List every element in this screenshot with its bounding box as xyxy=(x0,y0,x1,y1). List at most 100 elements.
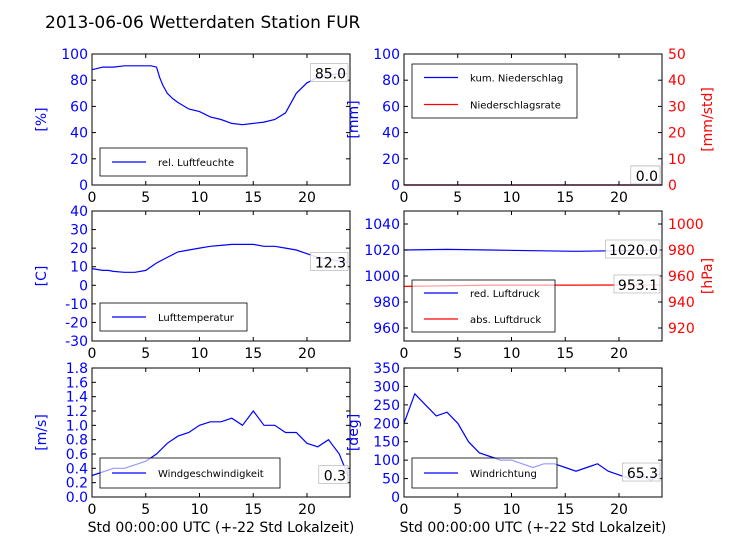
y-tick-label: 960 xyxy=(373,321,400,337)
x-tick-label: 20 xyxy=(298,190,316,206)
x-tick-label: 20 xyxy=(610,346,628,362)
y2-tick-label: 980 xyxy=(668,243,695,259)
chart-p1: 0 5 10 15 20 0 20 40 60 80 100 [%] 85.0 rel. Luftfeuc… xyxy=(34,47,351,206)
y2-axis-label: [mm/std] xyxy=(700,87,716,152)
y2-tick-label: 940 xyxy=(668,295,695,311)
x-tick-label: 15 xyxy=(556,346,574,362)
legend-label: Niederschlagsrate xyxy=(470,101,561,112)
y-tick-label: 0 xyxy=(391,490,400,506)
y-tick-label: -30 xyxy=(65,334,88,350)
plot-frame xyxy=(91,367,351,498)
x-tick-label: 5 xyxy=(141,346,150,362)
last-value-box xyxy=(310,63,349,82)
y2-tick-label: 10 xyxy=(668,152,686,168)
legend-box xyxy=(99,302,248,332)
legend-label: Lufttemperatur xyxy=(158,313,235,324)
legend-label: red. Luftdruck xyxy=(470,289,540,300)
y2-tick-label: 50 xyxy=(668,47,686,63)
legend-label: abs. Luftdruck xyxy=(470,315,541,326)
legend-label: rel. Luftfeuchte xyxy=(158,158,234,169)
legend-box xyxy=(411,279,556,333)
y-tick-label: 150 xyxy=(373,435,400,451)
x-tick-label: 15 xyxy=(244,346,262,362)
y-tick-label: 40 xyxy=(70,126,88,142)
plot-frame xyxy=(403,53,663,186)
legend: Windrichtung xyxy=(411,457,558,489)
figure-title: 2013-06-06 Wetterdaten Station FUR xyxy=(45,13,361,33)
legend: Lufttemperatur xyxy=(99,302,248,332)
last-value-box xyxy=(613,274,661,294)
y2-tick-label: 960 xyxy=(668,269,695,285)
y-tick-label: 60 xyxy=(70,99,88,115)
y2-tick-label: 0 xyxy=(668,178,677,194)
x-tick-label: 10 xyxy=(503,190,521,206)
x-tick-label: 5 xyxy=(453,346,462,362)
x-tick-label: 10 xyxy=(191,502,209,518)
chart-p4: 0 5 10 15 20 960 980 1000 1020 1040 920 940 960 980 10… xyxy=(364,210,716,362)
y-tick-label: 20 xyxy=(70,152,88,168)
y-tick-label: 50 xyxy=(382,472,400,488)
x-tick-label: 0 xyxy=(400,346,409,362)
legend-label: kum. Niederschlag xyxy=(470,74,563,85)
y-tick-label: 0.8 xyxy=(66,433,88,449)
plot-frame xyxy=(403,367,663,498)
x-tick-label: 10 xyxy=(503,346,521,362)
x-axis-label: Std 00:00:00 UTC (+-22 Std Lokalzeit) xyxy=(88,520,355,536)
y2-tick-label: 20 xyxy=(668,126,686,142)
chart-p2: 0 5 10 15 20 0 20 40 60 80 100 0 10 20 30 40 50 [mm] [mm/s… xyxy=(346,47,716,206)
y-tick-label: 60 xyxy=(382,99,400,115)
y-tick-label: 40 xyxy=(70,204,88,220)
x-tick-label: 15 xyxy=(244,502,262,518)
series-line-1 xyxy=(91,243,348,273)
last-value-box xyxy=(630,165,661,185)
y-tick-label: 0.4 xyxy=(66,461,88,477)
last-value-label: 0.3 xyxy=(324,469,346,485)
y-tick-label: 0 xyxy=(79,178,88,194)
legend: Windgeschwindigkeit xyxy=(99,457,281,489)
y-tick-label: 100 xyxy=(373,453,400,469)
x-tick-label: 20 xyxy=(298,502,316,518)
y-tick-label: 1.0 xyxy=(66,418,88,434)
series-line-1 xyxy=(91,65,348,126)
plot-frame xyxy=(91,53,351,186)
last-value-label: 953.1 xyxy=(618,278,658,294)
y-tick-label: 1.8 xyxy=(66,361,88,377)
y-tick-label: -20 xyxy=(65,315,88,331)
x-tick-label: 10 xyxy=(191,346,209,362)
x-tick-label: 0 xyxy=(88,502,97,518)
legend: rel. Luftfeuchte xyxy=(99,147,248,177)
y-tick-label: 1000 xyxy=(364,269,400,285)
y2-tick-label: 920 xyxy=(668,321,695,337)
x-tick-label: 20 xyxy=(610,190,628,206)
y-tick-label: 40 xyxy=(382,126,400,142)
x-tick-label: 5 xyxy=(141,502,150,518)
y-tick-label: 350 xyxy=(373,361,400,377)
y-tick-label: 200 xyxy=(373,416,400,432)
x-axis-label: Std 00:00:00 UTC (+-22 Std Lokalzeit) xyxy=(400,520,667,536)
y-axis-label: [m/s] xyxy=(34,414,50,451)
y-tick-label: 1020 xyxy=(364,243,400,259)
y-tick-label: 100 xyxy=(61,47,88,63)
x-tick-label: 15 xyxy=(556,190,574,206)
x-tick-label: 5 xyxy=(141,190,150,206)
x-tick-label: 0 xyxy=(400,190,409,206)
y2-tick-label: 1000 xyxy=(668,217,704,233)
y-tick-label: 30 xyxy=(70,223,88,239)
last-value-label: 1020.0 xyxy=(609,243,658,259)
x-tick-label: 0 xyxy=(88,346,97,362)
x-tick-label: 15 xyxy=(556,502,574,518)
legend-box xyxy=(411,63,578,119)
y-tick-label: 20 xyxy=(382,152,400,168)
y-tick-label: 0.6 xyxy=(66,447,88,463)
y-tick-label: 80 xyxy=(70,73,88,89)
y-tick-label: 80 xyxy=(382,73,400,89)
y-axis-label: [mm] xyxy=(346,100,362,138)
last-value-label: 0.0 xyxy=(636,169,658,185)
y2-tick-label: 30 xyxy=(668,99,686,115)
y2-tick-label: 40 xyxy=(668,73,686,89)
x-tick-label: 10 xyxy=(503,502,521,518)
legend-label: Windgeschwindigkeit xyxy=(158,469,264,480)
y-tick-label: 250 xyxy=(373,398,400,414)
x-tick-label: 5 xyxy=(453,502,462,518)
